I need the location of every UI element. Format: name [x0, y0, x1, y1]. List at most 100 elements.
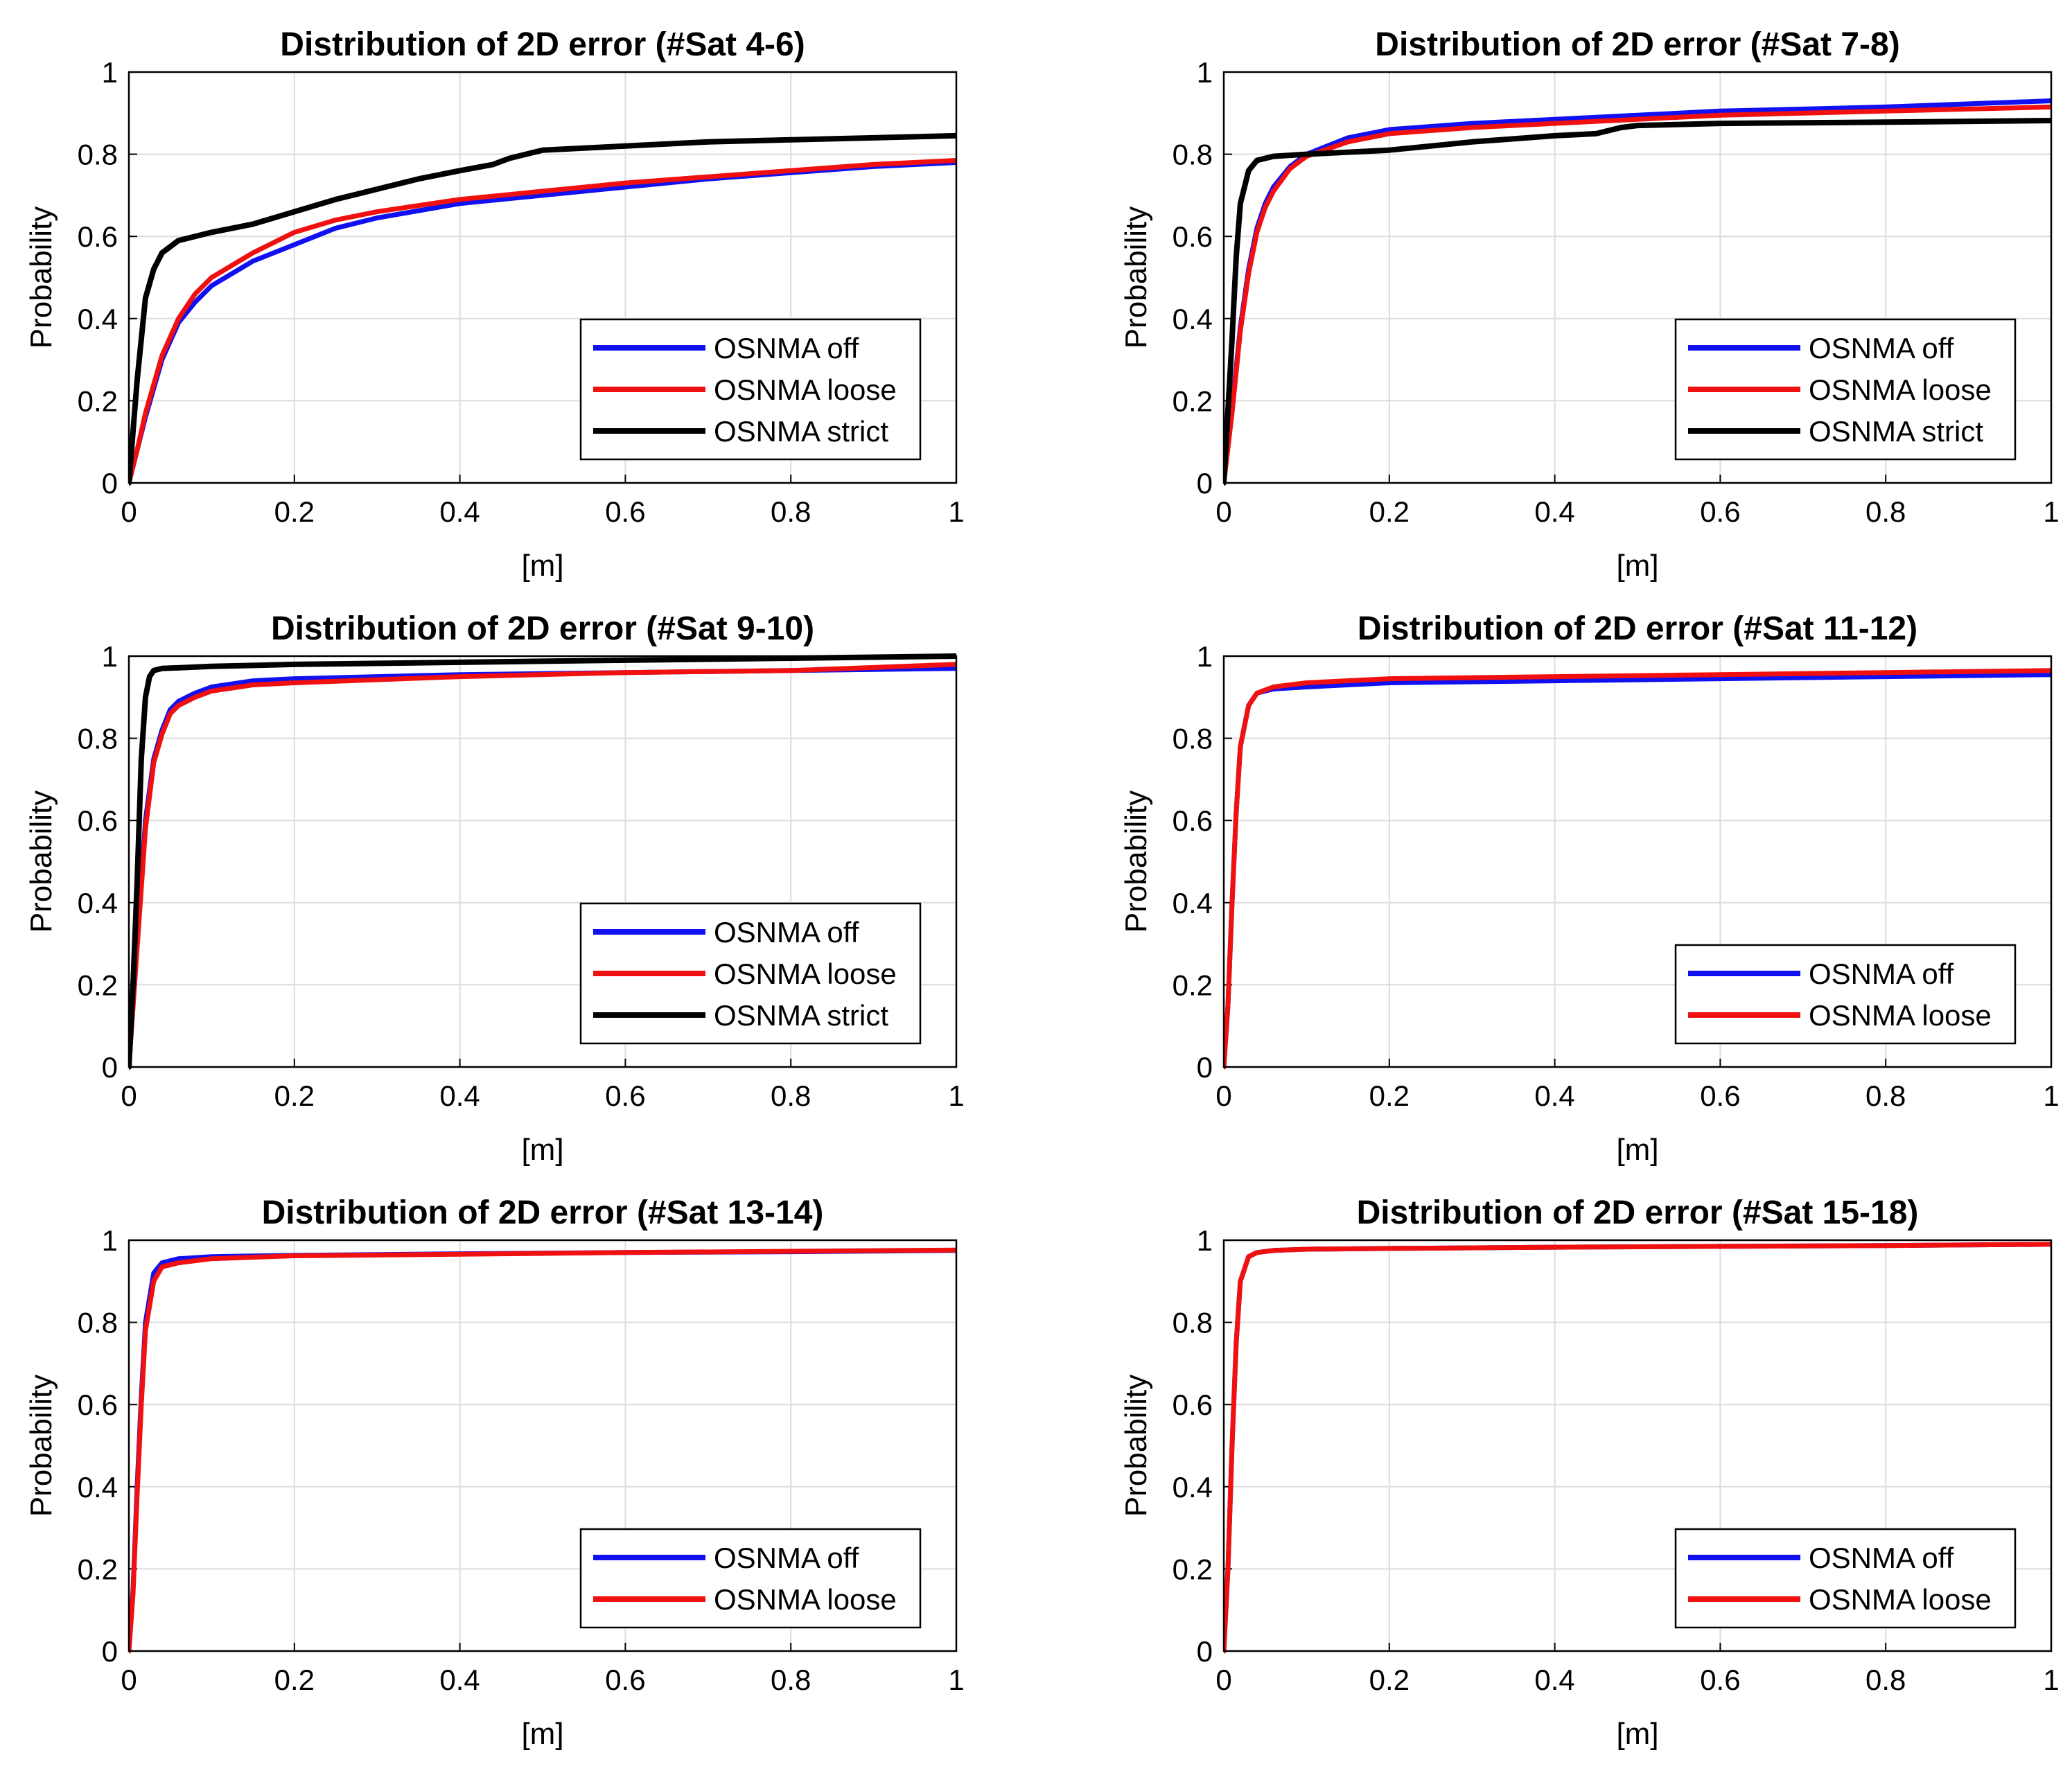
chart-panel-3: 0 0.2 0.4 0.6 0.8 1 0 0.2 0.4 0.6 0.8 1 Distribution…: [24, 610, 965, 1167]
chart-panel-6: 0 0.2 0.4 0.6 0.8 1 0 0.2 0.4 0.6 0.8 1 Distribution…: [1119, 1194, 2060, 1751]
series-line-loose: [129, 662, 956, 1070]
y-tick-label: 0.4: [78, 303, 118, 335]
series-line-strict: [129, 653, 956, 1070]
legend-entry: OSNMA off: [1809, 958, 1954, 990]
y-tick-label: 0.2: [1173, 385, 1213, 417]
legend: OSNMA off OSNMA loose OSNMA strict: [1674, 318, 2017, 461]
x-tick-label: 0.4: [439, 495, 480, 528]
legend: OSNMA off OSNMA loose: [1674, 944, 2017, 1045]
y-tick-label: 0.6: [78, 1388, 118, 1421]
x-tick-label: 1: [2043, 1079, 2059, 1112]
legend-box: [1674, 1528, 2017, 1629]
y-axis-label: Probability: [24, 206, 58, 349]
x-tick-label: 1: [948, 1079, 964, 1112]
y-tick-label: 1: [1197, 640, 1213, 673]
y-tick-label: 0.8: [1173, 1307, 1213, 1339]
x-axis-label: [m]: [521, 1133, 563, 1167]
y-tick-label: 0: [102, 1635, 118, 1668]
legend-entry: OSNMA off: [1809, 332, 1954, 364]
x-tick-label: 0.2: [274, 495, 315, 528]
y-tick-label: 0.8: [1173, 139, 1213, 171]
x-tick-label: 1: [948, 495, 964, 528]
x-tick-label: 0.4: [1534, 1664, 1574, 1696]
y-tick-label: 0.4: [1173, 1471, 1213, 1503]
y-axis-label: Probability: [1119, 1375, 1153, 1517]
legend-entry: OSNMA strict: [714, 415, 888, 448]
legend-entry: OSNMA off: [714, 1542, 859, 1574]
x-tick-label: 0.2: [1369, 495, 1410, 528]
y-tick-label: 0.8: [78, 139, 118, 171]
legend-entry: OSNMA loose: [714, 958, 897, 990]
y-tick-label: 0.6: [78, 220, 118, 253]
chart-title: Distribution of 2D error (#Sat 15-18): [1357, 1194, 1919, 1231]
series-line-loose: [129, 1247, 956, 1654]
x-tick-label: 0.8: [1865, 1664, 1906, 1696]
series-line-strict: [129, 132, 956, 486]
y-tick-label: 0.6: [1173, 804, 1213, 837]
x-tick-label: 1: [2043, 1664, 2059, 1696]
series-line-strict: [1224, 118, 2051, 486]
series-line-loose: [129, 158, 956, 486]
y-tick-label: 0.8: [78, 1307, 118, 1339]
x-tick-label: 0.2: [1369, 1664, 1410, 1696]
x-tick-label: 0.6: [605, 1664, 645, 1696]
y-tick-label: 0.6: [1173, 1388, 1213, 1421]
y-tick-label: 0.2: [1173, 969, 1213, 1001]
y-tick-label: 1: [102, 1224, 118, 1257]
x-tick-label: 0.2: [274, 1664, 315, 1696]
x-tick-label: 0.6: [605, 495, 645, 528]
axes-frame: [1222, 1239, 2053, 1652]
y-tick-label: 0: [1197, 1051, 1213, 1084]
chart-title: Distribution of 2D error (#Sat 7-8): [1375, 26, 1899, 63]
x-tick-label: 0.4: [1534, 1079, 1574, 1112]
x-tick-label: 1: [948, 1664, 964, 1696]
x-tick-label: 0.4: [439, 1664, 480, 1696]
y-tick-label: 0.4: [1173, 887, 1213, 919]
y-tick-label: 1: [102, 640, 118, 673]
axes-frame: [1222, 71, 2053, 484]
axes-frame: [128, 1239, 958, 1652]
series-line-loose: [1224, 1242, 2051, 1654]
chart-title: Distribution of 2D error (#Sat 11-12): [1358, 610, 1917, 647]
y-tick-label: 1: [1197, 56, 1213, 89]
y-tick-label: 1: [102, 56, 118, 89]
y-tick-label: 0.2: [78, 385, 118, 417]
legend-entry: OSNMA strict: [1809, 415, 1983, 448]
x-tick-label: 0: [121, 495, 137, 528]
y-tick-label: 0: [102, 1051, 118, 1084]
x-axis-label: [m]: [521, 1717, 563, 1751]
x-tick-label: 0: [1215, 495, 1231, 528]
x-axis-label: [m]: [521, 549, 563, 583]
x-tick-label: 0.8: [1865, 495, 1906, 528]
legend: OSNMA off OSNMA loose: [1674, 1528, 2017, 1629]
y-tick-label: 0.6: [1173, 220, 1213, 253]
legend-entry: OSNMA off: [714, 916, 859, 949]
legend-entry: OSNMA off: [714, 332, 859, 364]
legend-entry: OSNMA off: [1809, 1542, 1954, 1574]
chart-title: Distribution of 2D error (#Sat 13-14): [262, 1194, 824, 1231]
legend: OSNMA off OSNMA loose: [579, 1528, 922, 1629]
legend-box: [1674, 944, 2017, 1045]
x-tick-label: 0.4: [439, 1079, 480, 1112]
x-axis-label: [m]: [1616, 1717, 1658, 1751]
y-tick-label: 0.4: [78, 1471, 118, 1503]
y-tick-label: 0.6: [78, 804, 118, 837]
y-tick-label: 0.8: [1173, 723, 1213, 755]
x-tick-label: 0: [121, 1664, 137, 1696]
x-tick-label: 0.8: [771, 1664, 811, 1696]
y-axis-label: Probability: [24, 1375, 58, 1517]
y-tick-label: 0.8: [78, 723, 118, 755]
legend-entry: OSNMA strict: [714, 999, 888, 1032]
chart-panel-5: 0 0.2 0.4 0.6 0.8 1 0 0.2 0.4 0.6 0.8 1 Distribution…: [24, 1194, 965, 1751]
x-tick-label: 0.6: [1700, 495, 1740, 528]
y-axis-label: Probability: [1119, 206, 1153, 349]
chart-panel-2: 0 0.2 0.4 0.6 0.8 1 0 0.2 0.4 0.6 0.8 1 Distribution…: [1119, 26, 2060, 583]
axes-frame: [128, 71, 958, 484]
x-tick-label: 0: [1215, 1664, 1231, 1696]
y-tick-label: 0: [1197, 467, 1213, 500]
x-axis-label: [m]: [1616, 549, 1658, 583]
x-tick-label: 0.2: [274, 1079, 315, 1112]
chart-title: Distribution of 2D error (#Sat 4-6): [280, 26, 805, 63]
legend: OSNMA off OSNMA loose OSNMA strict: [579, 318, 922, 461]
